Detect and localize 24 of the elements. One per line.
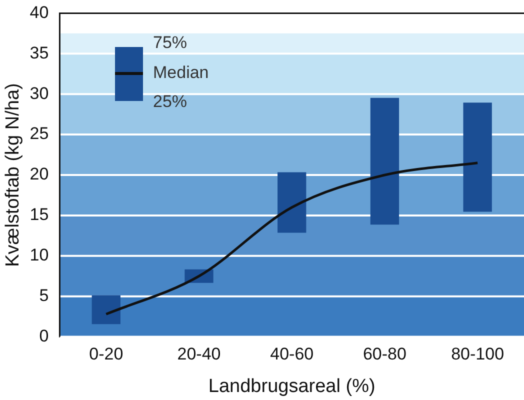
x-axis-title: Landbrugsareal (%): [208, 376, 376, 397]
line-series: [104, 162, 479, 316]
annotation: 75%: [153, 33, 188, 53]
x-tick-label: 0-20: [89, 344, 124, 364]
x-tick-label: 40-60: [270, 344, 314, 364]
y-tick-label: 0: [39, 326, 49, 346]
bar: [92, 295, 120, 324]
y-tick-label: 10: [30, 246, 49, 265]
x-tick-label: 80-100: [451, 344, 504, 364]
bar: [278, 172, 306, 233]
y-axis-title: Kvælstoftab (kg N/ha): [2, 83, 24, 267]
y-tick-label: 15: [30, 205, 49, 224]
y-tick-label: 5: [39, 286, 49, 306]
y-tick-label: 35: [30, 43, 49, 62]
y-tick-label: 30: [30, 84, 49, 103]
bar: [463, 102, 492, 212]
annotation: 25%: [153, 92, 188, 112]
bar: [370, 98, 400, 225]
y-tick-label: 20: [30, 164, 49, 184]
annotation: Median: [153, 63, 209, 83]
x-tick-label: 60-80: [362, 344, 406, 364]
x-tick-label: 20-40: [177, 344, 221, 364]
y-tick-label: 25: [30, 124, 49, 144]
y-tick-label: 40: [30, 2, 49, 22]
